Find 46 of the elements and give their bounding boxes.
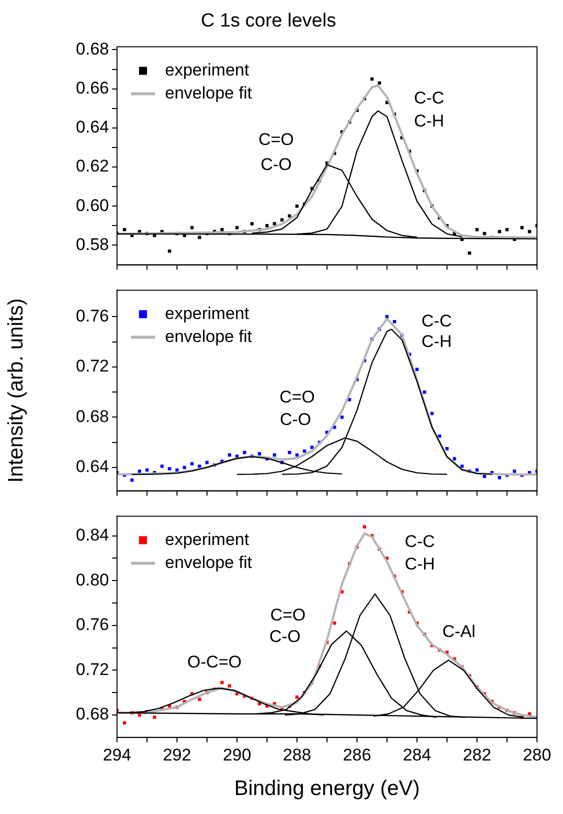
legend-label: experiment [165, 304, 250, 323]
annotation: C=O [279, 388, 315, 407]
y-tick-label: 0.72 [76, 356, 109, 376]
y-axis-title: Intensity (arb. units) [4, 298, 28, 483]
y-tick-label: 0.68 [76, 406, 109, 426]
y-tick-label: 0.60 [76, 196, 109, 215]
y-tick-label: 0.64 [76, 118, 109, 137]
annotation: C-C [404, 532, 435, 551]
y-tick-label: 0.84 [76, 525, 109, 544]
annotation: O-C=O [187, 652, 242, 672]
annotation: C-O [269, 627, 301, 646]
y-tick-label: 0.68 [76, 39, 109, 58]
y-tick-label: 0.76 [76, 306, 109, 326]
chart-title: C 1s core levels [200, 10, 336, 32]
x-tick-label: 288 [282, 745, 312, 764]
y-tick-label: 0.66 [76, 78, 109, 98]
legend-label: envelope fit [165, 552, 252, 572]
legend-label: envelope fit [165, 326, 252, 346]
legend-label: experiment [165, 530, 250, 549]
x-tick-label: 294 [102, 745, 132, 764]
y-tick-label: 0.58 [76, 234, 109, 254]
y-tick-label: 0.76 [76, 615, 109, 634]
x-tick-label: 292 [162, 745, 192, 764]
x-tick-label: 284 [402, 745, 432, 764]
x-tick-label: 282 [462, 745, 492, 764]
x-tick-label: 290 [222, 745, 252, 764]
annotation: C-C [414, 88, 444, 108]
annotation: C=O [258, 130, 294, 150]
x-tick-label: 280 [522, 745, 552, 764]
legend-label: envelope fit [165, 83, 252, 102]
annotation: C-Al [442, 622, 476, 641]
annotation: C-H [422, 332, 452, 352]
legend-label: experiment [165, 60, 250, 80]
annotation: C-H [414, 112, 444, 131]
annotation: C-O [280, 410, 312, 429]
annotation: C=O [270, 605, 306, 624]
x-axis-title: Binding energy (eV) [234, 777, 420, 800]
annotation: C-O [260, 155, 292, 174]
x-tick-label: 286 [342, 745, 372, 764]
y-tick-label: 0.80 [76, 570, 109, 590]
y-tick-label: 0.68 [76, 704, 109, 724]
y-tick-label: 0.62 [76, 156, 109, 176]
y-tick-label: 0.64 [76, 457, 109, 476]
annotation: C-C [422, 311, 452, 330]
y-tick-label: 0.72 [76, 660, 109, 679]
annotation: C-H [404, 554, 435, 574]
